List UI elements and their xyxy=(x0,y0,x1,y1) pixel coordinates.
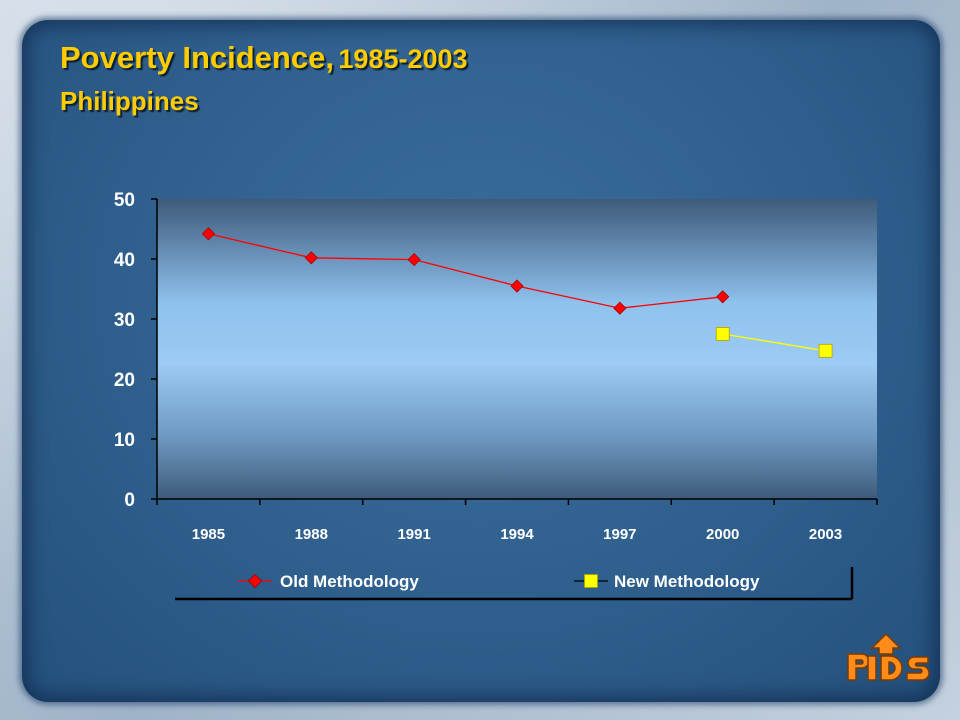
old-methodology-point xyxy=(613,301,627,315)
legend-old-methodology-marker xyxy=(247,573,263,589)
old-methodology-point xyxy=(407,253,421,267)
title-years: 1985-2003 xyxy=(338,44,468,74)
legend-new-methodology-label: New Methodology xyxy=(614,572,760,591)
pids-logo-icon xyxy=(847,632,930,681)
y-tick-label: 40 xyxy=(114,250,135,271)
x-tick-label: 1997 xyxy=(603,526,636,543)
y-tick-label: 30 xyxy=(114,310,135,331)
old-methodology-point xyxy=(304,251,318,265)
x-tick-label: 1994 xyxy=(500,526,534,543)
y-tick-label: 20 xyxy=(114,370,135,391)
y-tick-label: 50 xyxy=(114,190,135,211)
x-tick-label: 2000 xyxy=(706,526,739,543)
slide-title: Poverty Incidence, 1985-2003 xyxy=(60,40,468,76)
legend-old-methodology-label: Old Methodology xyxy=(280,572,419,591)
x-tick-label: 1985 xyxy=(192,526,225,543)
title-main: Poverty Incidence, xyxy=(60,40,334,75)
old-methodology-point xyxy=(510,279,524,293)
old-methodology-point xyxy=(201,227,215,241)
old-methodology-point xyxy=(716,290,730,304)
legend-new-methodology-marker xyxy=(584,574,598,588)
x-tick-label: 1988 xyxy=(295,526,328,543)
slide-subtitle: Philippines xyxy=(60,86,199,116)
new-methodology-line xyxy=(722,333,826,352)
series-lines xyxy=(208,233,826,352)
new-methodology-point xyxy=(715,327,730,341)
legend-items: Old Methodology New Methodology xyxy=(238,572,760,591)
legend: Old Methodology New Methodology xyxy=(175,567,854,601)
y-tick-label: 10 xyxy=(114,430,135,451)
series-markers xyxy=(201,227,833,358)
old-methodology-line xyxy=(208,233,723,309)
y-tick-label: 0 xyxy=(124,490,135,511)
x-tick-label: 1991 xyxy=(397,526,430,543)
axes: 0 10 20 30 40 50 1985 1988 1991 1994 1997 2000 2003 xyxy=(114,190,878,543)
plot-area xyxy=(157,199,877,499)
x-tick-label: 2003 xyxy=(809,526,842,543)
new-methodology-point xyxy=(818,343,833,358)
